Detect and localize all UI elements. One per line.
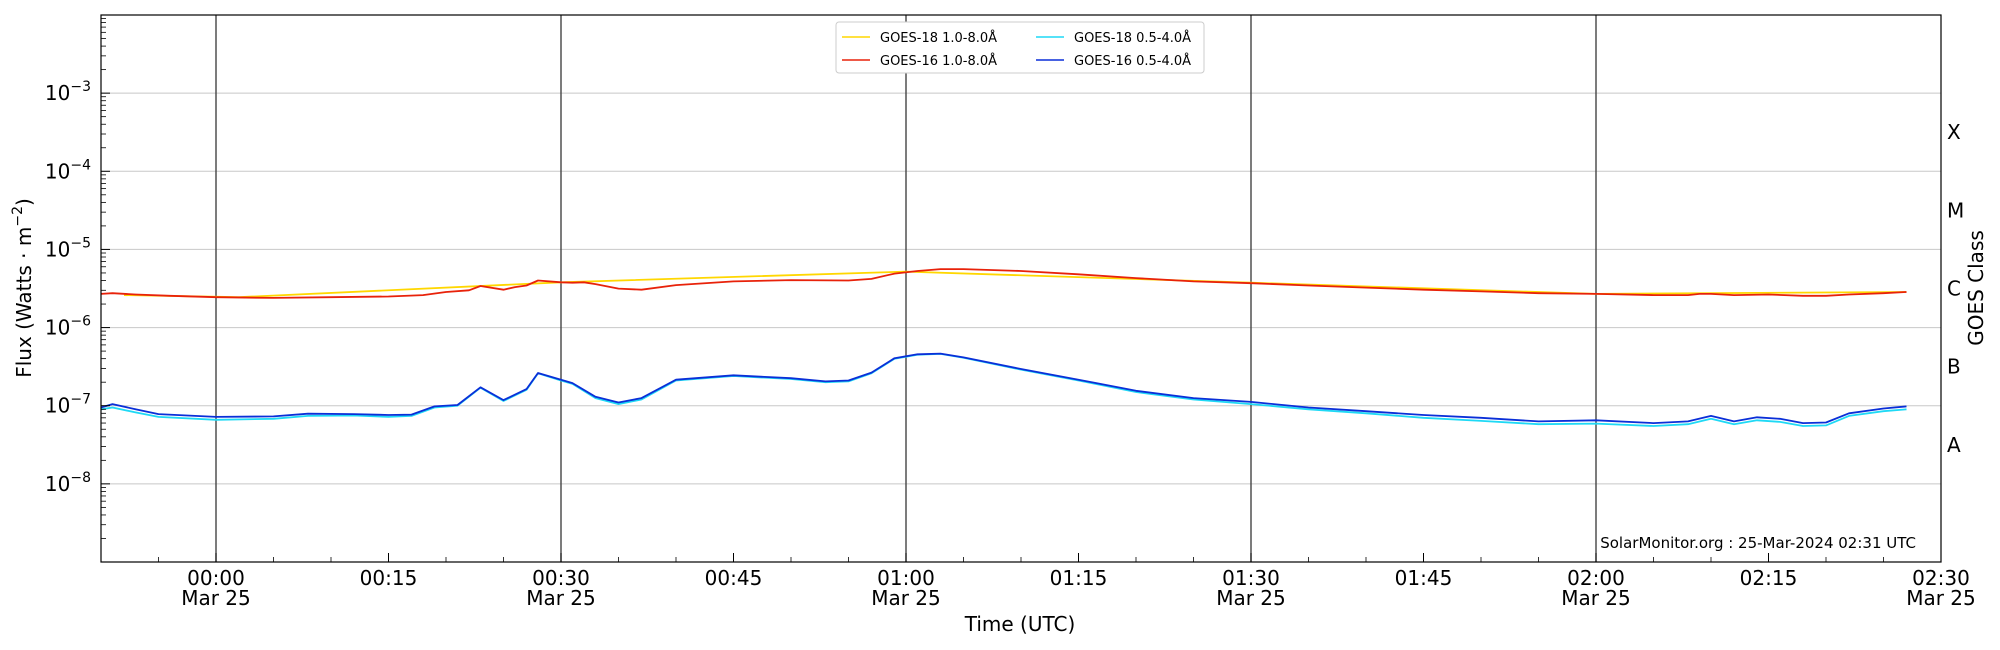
y-tick-label: 10−4 <box>45 157 91 183</box>
legend-label-goes16-short: GOES-16 0.5-4.0Å <box>1074 53 1191 69</box>
x-tick-label: 00:30 <box>532 566 590 590</box>
x-tick-date-label: Mar 25 <box>181 586 251 610</box>
series-line-0 <box>123 270 1907 299</box>
legend-box <box>835 21 1205 74</box>
x-tick-label: 02:00 <box>1567 566 1625 590</box>
goes-class-label: C <box>1947 277 1961 301</box>
x-tick-date-label: Mar 25 <box>871 586 941 610</box>
y-tick-label: 10−8 <box>45 470 91 496</box>
goes-class-label: M <box>1947 198 1964 222</box>
goes-class-label: A <box>1947 433 1961 457</box>
goes-class-label: X <box>1947 120 1961 144</box>
goes-class-label: B <box>1947 355 1961 379</box>
x-tick-date-label: Mar 25 <box>1561 586 1631 610</box>
y-tick-label: 10−5 <box>45 235 91 261</box>
credit-text: SolarMonitor.org : 25-Mar-2024 02:31 UTC <box>1600 534 1916 552</box>
grid-layer <box>101 15 1941 562</box>
x-axis-title: Time (UTC) <box>964 612 1076 636</box>
x-tick-label: 00:45 <box>705 566 763 590</box>
x-tick-label: 01:45 <box>1395 566 1453 590</box>
series-line-1 <box>100 268 1907 299</box>
series-layer <box>100 268 1907 427</box>
legend: GOES-18 1.0-8.0Å GOES-16 1.0-8.0Å GOES-1… <box>835 21 1205 74</box>
x-tick-label: 00:00 <box>187 566 245 590</box>
x-tick-label: 00:15 <box>360 566 418 590</box>
x-tick-label: 01:00 <box>877 566 935 590</box>
legend-label-goes18-short: GOES-18 0.5-4.0Å <box>1074 30 1191 46</box>
plot-frame <box>100 14 1942 563</box>
x-tick-label: 01:15 <box>1050 566 1108 590</box>
y-axis-title: Flux (Watts · m−2) <box>10 198 36 378</box>
x-tick-date-label: Mar 25 <box>526 586 596 610</box>
series-line-3 <box>100 352 1907 425</box>
legend-label-goes18-long: GOES-18 1.0-8.0Å <box>880 30 997 46</box>
x-tick-label: 02:15 <box>1740 566 1798 590</box>
x-tick-label: 02:30 <box>1912 566 1970 590</box>
legend-label-goes16-long: GOES-16 1.0-8.0Å <box>880 53 997 69</box>
y-tick-label: 10−7 <box>45 392 91 418</box>
x-tick-label: 01:30 <box>1222 566 1280 590</box>
x-tick-date-label: Mar 25 <box>1906 586 1976 610</box>
y-tick-label: 10−3 <box>45 79 91 105</box>
goes-class-axis-title: GOES Class <box>1964 230 1988 346</box>
x-tick-date-label: Mar 25 <box>1216 586 1286 610</box>
tick-layer <box>100 18 1942 562</box>
y-tick-label: 10−6 <box>45 314 91 340</box>
